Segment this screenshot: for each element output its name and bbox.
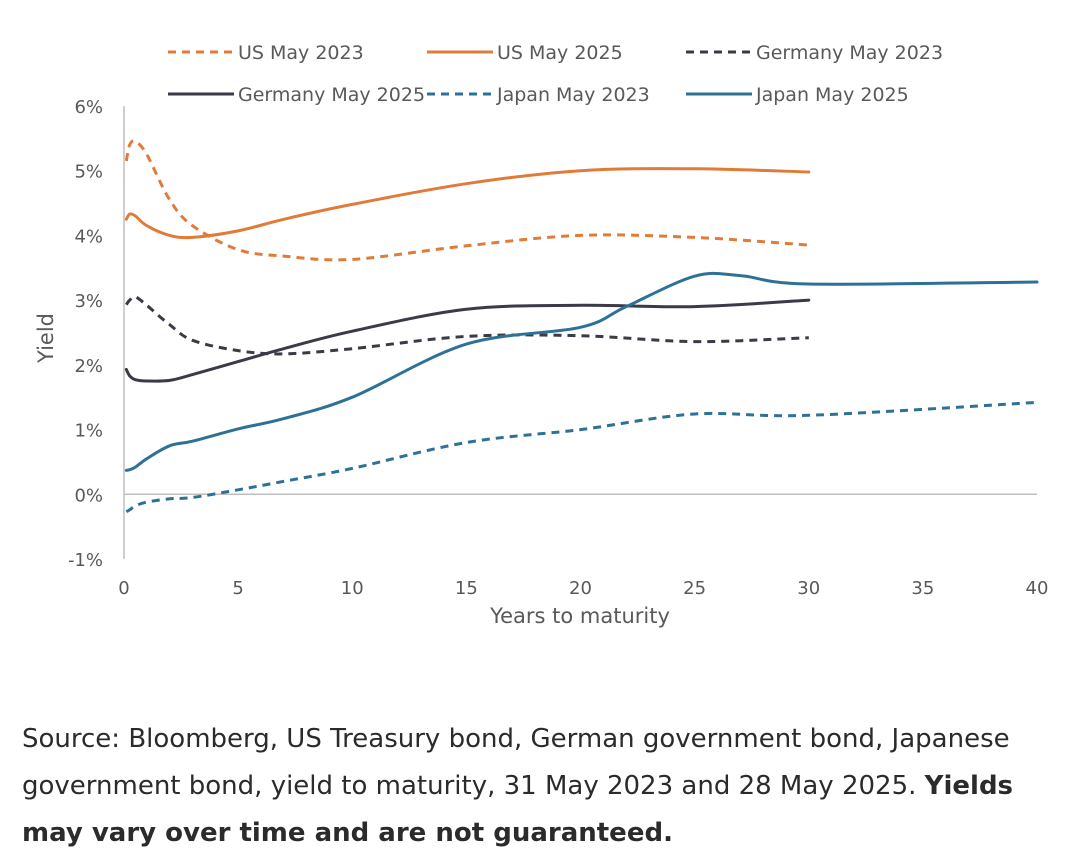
y-axis-label: Yield (34, 313, 58, 364)
series-line-germany-may-2025 (124, 298, 811, 383)
yield-curve-chart: US May 2023 US May 2025 Germany May 2023 Ge… (34, 42, 1049, 628)
legend-label: US May 2025 (497, 42, 623, 64)
y-tick-label: 4% (74, 226, 103, 247)
legend-item: US May 2025 (427, 42, 623, 64)
source-note: Source: Bloomberg, US Treasury bond, Ger… (22, 716, 1072, 857)
x-tick-label: 30 (797, 578, 820, 599)
legend-item: Germany May 2023 (686, 42, 943, 64)
legend-label: Japan May 2025 (755, 84, 909, 106)
y-tick-label: 2% (74, 356, 103, 377)
legend-item: Japan May 2023 (427, 84, 650, 106)
source-note-disclaimer: Yields may vary over time and are not gu… (22, 771, 1014, 848)
x-tick-label: 25 (683, 578, 706, 599)
x-tick-label: 0 (118, 578, 129, 599)
x-axis-label: Years to maturity (489, 604, 670, 628)
y-tick-label: -1% (68, 550, 103, 571)
legend-label: Japan May 2023 (496, 84, 650, 106)
series-line-japan-may-2023 (125, 400, 1038, 514)
legend-item: US May 2023 (168, 42, 364, 64)
chart-axes: -1% 0% 1% 2% 3% 4% 5% 6% 0 5 10 15 20 25 30 35 40 (68, 97, 1049, 599)
x-tick-label: 35 (911, 578, 934, 599)
y-tick-label: 0% (74, 485, 103, 506)
x-tick-label: 5 (232, 578, 243, 599)
chart-series-lines (124, 139, 1039, 514)
y-tick-label: 6% (74, 97, 103, 118)
legend-item: Germany May 2025 (168, 84, 425, 106)
y-tick-label: 5% (74, 162, 103, 183)
series-line-us-may-2025 (124, 167, 811, 240)
x-tick-label: 15 (455, 578, 478, 599)
y-tick-label: 3% (74, 291, 103, 312)
x-tick-label: 40 (1026, 578, 1049, 599)
x-tick-label: 20 (569, 578, 592, 599)
legend-label: Germany May 2023 (756, 42, 943, 64)
x-tick-label: 10 (341, 578, 364, 599)
chart-legend: US May 2023 US May 2025 Germany May 2023 Ge… (168, 42, 943, 106)
y-tick-label: 1% (74, 421, 103, 442)
series-line-japan-may-2025 (124, 271, 1039, 472)
source-note-text: Source: Bloomberg, US Treasury bond, Ger… (22, 724, 1010, 801)
legend-item: Japan May 2025 (686, 84, 909, 106)
legend-label: US May 2023 (238, 42, 364, 64)
legend-label: Germany May 2025 (238, 84, 425, 106)
series-line-us-may-2023 (124, 139, 809, 262)
